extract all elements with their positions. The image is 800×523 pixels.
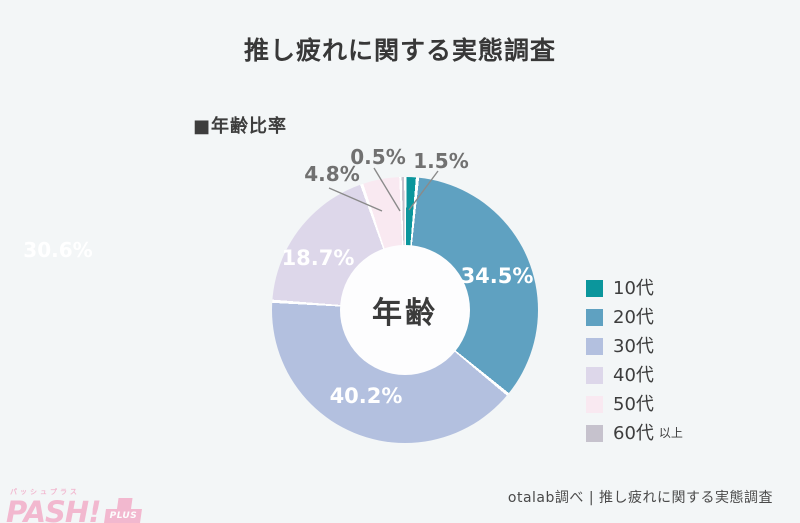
legend-label-20s: 20代 xyxy=(613,307,654,328)
slice-label-40s: 18.7% xyxy=(281,246,355,270)
logo-katakana: パッシュプラス xyxy=(10,488,80,496)
legend-item-60s: 60代 以上 xyxy=(586,423,683,444)
legend-item-40s: 40代 xyxy=(586,365,683,386)
legend-swatch-10s xyxy=(586,280,603,297)
legend-label-50s: 50代 xyxy=(613,394,654,415)
legend-label-30s: 30代 xyxy=(613,336,654,357)
slice-label-60s: 0.5% xyxy=(350,145,406,169)
stray-percentage-label: 30.6% xyxy=(23,238,93,262)
donut-hole: 年齢 xyxy=(340,245,470,375)
legend: 10代 20代 30代 40代 50代 60代 以上 xyxy=(586,280,683,454)
legend-swatch-30s xyxy=(586,338,603,355)
section-label-age-ratio: ■年齢比率 xyxy=(193,116,288,137)
legend-label-10s: 10代 xyxy=(613,278,654,299)
legend-item-30s: 30代 xyxy=(586,336,683,357)
slice-label-10s: 1.5% xyxy=(413,149,469,173)
logo-plus-text: PLUS xyxy=(109,511,138,521)
legend-label-40s: 40代 xyxy=(613,365,654,386)
slice-label-20s: 34.5% xyxy=(460,264,534,288)
plus-icon: PLUS xyxy=(104,498,143,523)
pash-plus-logo: パッシュプラス PASH! PLUS xyxy=(6,487,143,523)
legend-label-60s-suffix: 以上 xyxy=(658,426,683,440)
page-title: 推し疲れに関する実態調査 xyxy=(243,36,556,65)
logo-row: PASH! PLUS xyxy=(6,495,143,523)
legend-swatch-50s xyxy=(586,396,603,413)
legend-swatch-60s xyxy=(586,425,603,442)
source-credit: otalab調べ | 推し疲れに関する実態調査 xyxy=(507,490,773,506)
slice-label-30s: 40.2% xyxy=(329,384,403,408)
legend-item-10s: 10代 xyxy=(586,278,683,299)
legend-swatch-40s xyxy=(586,367,603,384)
legend-item-50s: 50代 xyxy=(586,394,683,415)
donut-center-label: 年齢 xyxy=(372,296,438,331)
logo-wordmark: PASH! xyxy=(6,495,101,523)
legend-label-60s: 60代 xyxy=(613,423,654,444)
legend-item-20s: 20代 xyxy=(586,307,683,328)
slice-label-50s: 4.8% xyxy=(304,162,360,186)
legend-swatch-20s xyxy=(586,309,603,326)
